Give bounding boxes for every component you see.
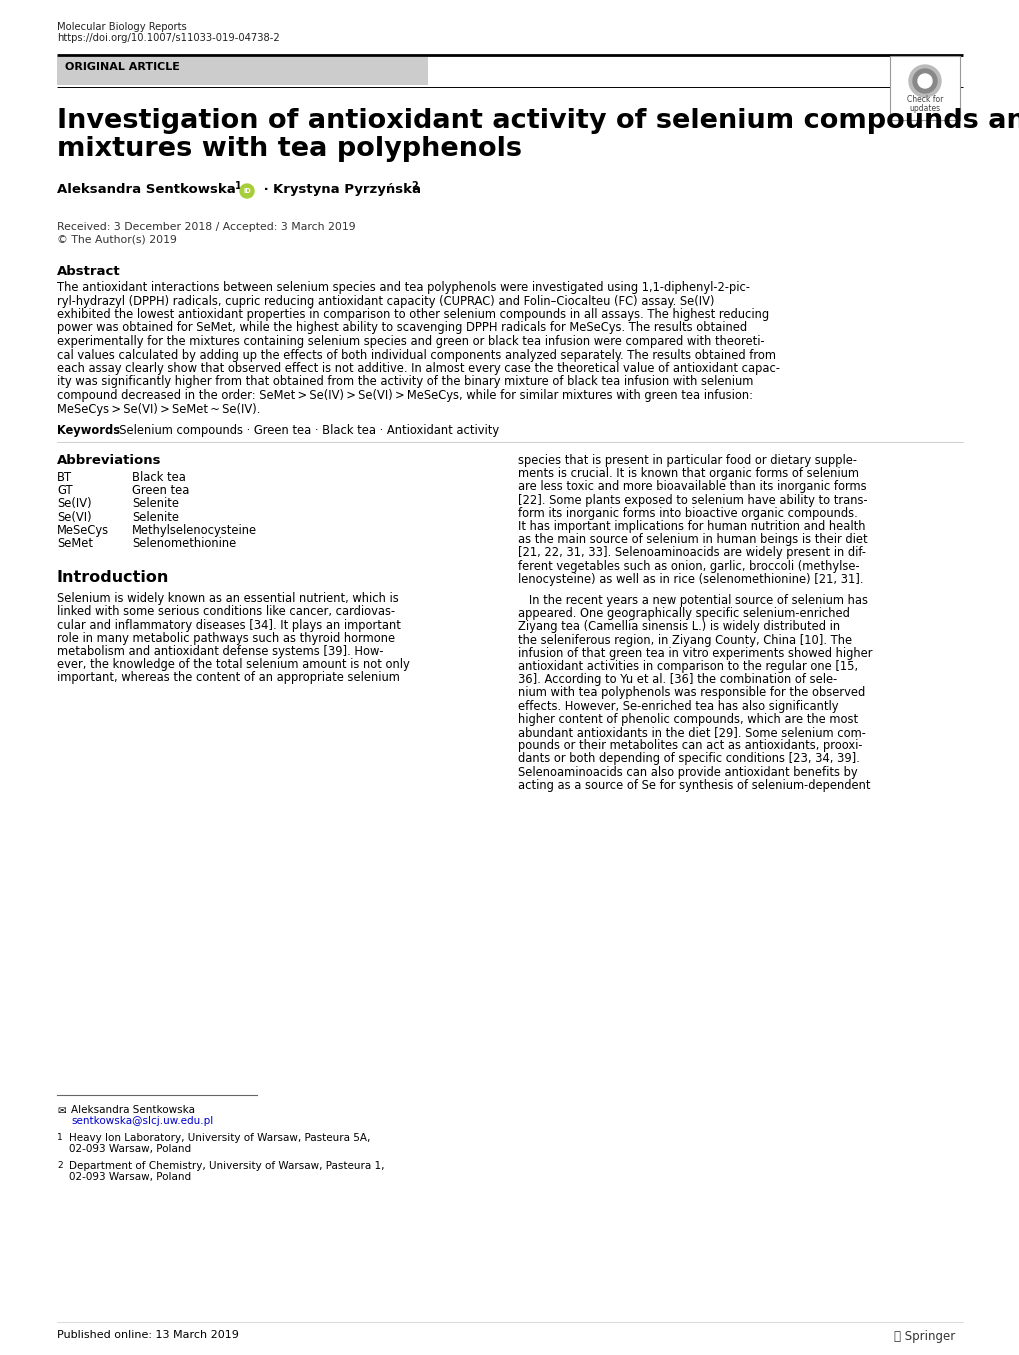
Text: metabolism and antioxidant defense systems [39]. How-: metabolism and antioxidant defense syste… bbox=[57, 645, 383, 659]
Text: compound decreased in the order: SeMet > Se(IV) > Se(VI) > MeSeCys, while for si: compound decreased in the order: SeMet >… bbox=[57, 389, 752, 402]
Text: ever, the knowledge of the total selenium amount is not only: ever, the knowledge of the total seleniu… bbox=[57, 659, 410, 671]
Text: effects. However, Se-enriched tea has also significantly: effects. However, Se-enriched tea has al… bbox=[518, 699, 838, 713]
Text: experimentally for the mixtures containing selenium species and green or black t: experimentally for the mixtures containi… bbox=[57, 335, 764, 348]
Text: 02-093 Warsaw, Poland: 02-093 Warsaw, Poland bbox=[69, 1172, 191, 1182]
Text: mixtures with tea polyphenols: mixtures with tea polyphenols bbox=[57, 136, 522, 163]
Text: abundant antioxidants in the diet [29]. Some selenium com-: abundant antioxidants in the diet [29]. … bbox=[518, 726, 865, 738]
Circle shape bbox=[917, 75, 931, 88]
Text: important, whereas the content of an appropriate selenium: important, whereas the content of an app… bbox=[57, 671, 399, 684]
Text: © The Author(s) 2019: © The Author(s) 2019 bbox=[57, 234, 176, 245]
Text: ORIGINAL ARTICLE: ORIGINAL ARTICLE bbox=[65, 62, 179, 72]
Text: 1: 1 bbox=[234, 182, 242, 191]
Text: 02-093 Warsaw, Poland: 02-093 Warsaw, Poland bbox=[69, 1144, 191, 1154]
Text: cal values calculated by adding up the effects of both individual components ana: cal values calculated by adding up the e… bbox=[57, 348, 775, 362]
Text: sentkowska@slcj.uw.edu.pl: sentkowska@slcj.uw.edu.pl bbox=[71, 1117, 213, 1126]
FancyBboxPatch shape bbox=[57, 57, 428, 85]
Text: 2: 2 bbox=[411, 182, 418, 191]
Text: [21, 22, 31, 33]. Selenoaminoacids are widely present in dif-: [21, 22, 31, 33]. Selenoaminoacids are w… bbox=[518, 546, 865, 560]
Text: In the recent years a new potential source of selenium has: In the recent years a new potential sour… bbox=[518, 593, 867, 607]
Text: Methylselenocysteine: Methylselenocysteine bbox=[131, 524, 257, 537]
Text: Se(VI): Se(VI) bbox=[57, 511, 92, 523]
Text: MeSeCys: MeSeCys bbox=[57, 524, 109, 537]
Circle shape bbox=[908, 65, 941, 98]
Text: Molecular Biology Reports: Molecular Biology Reports bbox=[57, 22, 186, 33]
Text: ity was significantly higher from that obtained from the activity of the binary : ity was significantly higher from that o… bbox=[57, 375, 753, 389]
Circle shape bbox=[239, 184, 254, 198]
Text: SeMet: SeMet bbox=[57, 537, 93, 550]
Text: Selenomethionine: Selenomethionine bbox=[131, 537, 236, 550]
Text: form its inorganic forms into bioactive organic compounds.: form its inorganic forms into bioactive … bbox=[518, 507, 857, 520]
Text: Se(IV): Se(IV) bbox=[57, 497, 92, 511]
Text: Abstract: Abstract bbox=[57, 266, 120, 278]
Text: ·: · bbox=[259, 183, 273, 196]
Text: Keywords: Keywords bbox=[57, 424, 120, 438]
Text: role in many metabolic pathways such as thyroid hormone: role in many metabolic pathways such as … bbox=[57, 631, 394, 645]
Text: Selenium is widely known as an essential nutrient, which is: Selenium is widely known as an essential… bbox=[57, 592, 398, 606]
Text: power was obtained for SeMet, while the highest ability to scavenging DPPH radic: power was obtained for SeMet, while the … bbox=[57, 321, 746, 335]
Text: Ziyang tea (Camellia sinensis L.) is widely distributed in: Ziyang tea (Camellia sinensis L.) is wid… bbox=[518, 621, 840, 633]
Text: Selenite: Selenite bbox=[131, 511, 178, 523]
Text: Selenoaminoacids can also provide antioxidant benefits by: Selenoaminoacids can also provide antiox… bbox=[518, 766, 857, 779]
Text: [22]. Some plants exposed to selenium have ability to trans-: [22]. Some plants exposed to selenium ha… bbox=[518, 493, 867, 507]
Text: MeSeCys > Se(VI) > SeMet ~ Se(IV).: MeSeCys > Se(VI) > SeMet ~ Se(IV). bbox=[57, 402, 260, 416]
Text: 1: 1 bbox=[57, 1133, 63, 1142]
Text: https://doi.org/10.1007/s11033-019-04738-2: https://doi.org/10.1007/s11033-019-04738… bbox=[57, 33, 279, 43]
Text: Investigation of antioxidant activity of selenium compounds and their: Investigation of antioxidant activity of… bbox=[57, 108, 1019, 134]
Text: antioxidant activities in comparison to the regular one [15,: antioxidant activities in comparison to … bbox=[518, 660, 857, 673]
Text: cular and inflammatory diseases [34]. It plays an important: cular and inflammatory diseases [34]. It… bbox=[57, 619, 400, 631]
Text: dants or both depending of specific conditions [23, 34, 39].: dants or both depending of specific cond… bbox=[518, 752, 859, 766]
Text: each assay clearly show that observed effect is not additive. In almost every ca: each assay clearly show that observed ef… bbox=[57, 362, 780, 375]
Text: GT: GT bbox=[57, 484, 72, 497]
Text: 36]. According to Yu et al. [36] the combination of sele-: 36]. According to Yu et al. [36] the com… bbox=[518, 673, 837, 686]
Text: 🔑 Springer: 🔑 Springer bbox=[893, 1331, 954, 1343]
Text: Published online: 13 March 2019: Published online: 13 March 2019 bbox=[57, 1331, 238, 1340]
Text: updates: updates bbox=[909, 104, 940, 112]
Text: the seleniferous region, in Ziyang County, China [10]. The: the seleniferous region, in Ziyang Count… bbox=[518, 634, 851, 646]
Text: nium with tea polyphenols was responsible for the observed: nium with tea polyphenols was responsibl… bbox=[518, 687, 864, 699]
Text: Heavy Ion Laboratory, University of Warsaw, Pasteura 5A,: Heavy Ion Laboratory, University of Wars… bbox=[69, 1133, 370, 1144]
Text: ments is crucial. It is known that organic forms of selenium: ments is crucial. It is known that organ… bbox=[518, 467, 858, 480]
Text: Green tea: Green tea bbox=[131, 484, 190, 497]
Circle shape bbox=[912, 69, 936, 93]
Text: It has important implications for human nutrition and health: It has important implications for human … bbox=[518, 520, 865, 533]
Text: Aleksandra Sentkowska: Aleksandra Sentkowska bbox=[57, 183, 235, 196]
Text: acting as a source of Se for synthesis of selenium-dependent: acting as a source of Se for synthesis o… bbox=[518, 779, 869, 791]
Text: Selenite: Selenite bbox=[131, 497, 178, 511]
Text: appeared. One geographically specific selenium-enriched: appeared. One geographically specific se… bbox=[518, 607, 849, 621]
Text: infusion of that green tea in vitro experiments showed higher: infusion of that green tea in vitro expe… bbox=[518, 646, 871, 660]
Text: linked with some serious conditions like cancer, cardiovas-: linked with some serious conditions like… bbox=[57, 606, 394, 618]
Text: higher content of phenolic compounds, which are the most: higher content of phenolic compounds, wh… bbox=[518, 713, 857, 726]
Text: Received: 3 December 2018 / Accepted: 3 March 2019: Received: 3 December 2018 / Accepted: 3 … bbox=[57, 222, 356, 232]
Text: iD: iD bbox=[243, 188, 251, 194]
Text: species that is present in particular food or dietary supple-: species that is present in particular fo… bbox=[518, 454, 856, 467]
Text: Check for: Check for bbox=[906, 95, 943, 104]
FancyBboxPatch shape bbox=[890, 56, 959, 121]
Text: Krystyna Pyrzyńska: Krystyna Pyrzyńska bbox=[273, 183, 421, 196]
Text: are less toxic and more bioavailable than its inorganic forms: are less toxic and more bioavailable tha… bbox=[518, 481, 866, 493]
Text: ryl-hydrazyl (DPPH) radicals, cupric reducing antioxidant capacity (CUPRAC) and : ryl-hydrazyl (DPPH) radicals, cupric red… bbox=[57, 294, 713, 308]
Text: as the main source of selenium in human beings is their diet: as the main source of selenium in human … bbox=[518, 534, 867, 546]
Text: Aleksandra Sentkowska: Aleksandra Sentkowska bbox=[71, 1104, 195, 1115]
Text: Introduction: Introduction bbox=[57, 570, 169, 585]
Text: Black tea: Black tea bbox=[131, 472, 185, 484]
Text: pounds or their metabolites can act as antioxidants, prooxi-: pounds or their metabolites can act as a… bbox=[518, 738, 862, 752]
Text: The antioxidant interactions between selenium species and tea polyphenols were i: The antioxidant interactions between sel… bbox=[57, 280, 749, 294]
Text: Abbreviations: Abbreviations bbox=[57, 454, 161, 467]
Text: ✉: ✉ bbox=[57, 1106, 65, 1117]
Text: 2: 2 bbox=[57, 1161, 62, 1169]
Text: ferent vegetables such as onion, garlic, broccoli (methylse-: ferent vegetables such as onion, garlic,… bbox=[518, 560, 859, 573]
Text: Department of Chemistry, University of Warsaw, Pasteura 1,: Department of Chemistry, University of W… bbox=[69, 1161, 384, 1171]
Text: Selenium compounds · Green tea · Black tea · Antioxidant activity: Selenium compounds · Green tea · Black t… bbox=[112, 424, 498, 438]
Text: lenocysteine) as well as in rice (selenomethionine) [21, 31].: lenocysteine) as well as in rice (seleno… bbox=[518, 573, 863, 585]
Text: exhibited the lowest antioxidant properties in comparison to other selenium comp: exhibited the lowest antioxidant propert… bbox=[57, 308, 768, 321]
Text: BT: BT bbox=[57, 472, 72, 484]
